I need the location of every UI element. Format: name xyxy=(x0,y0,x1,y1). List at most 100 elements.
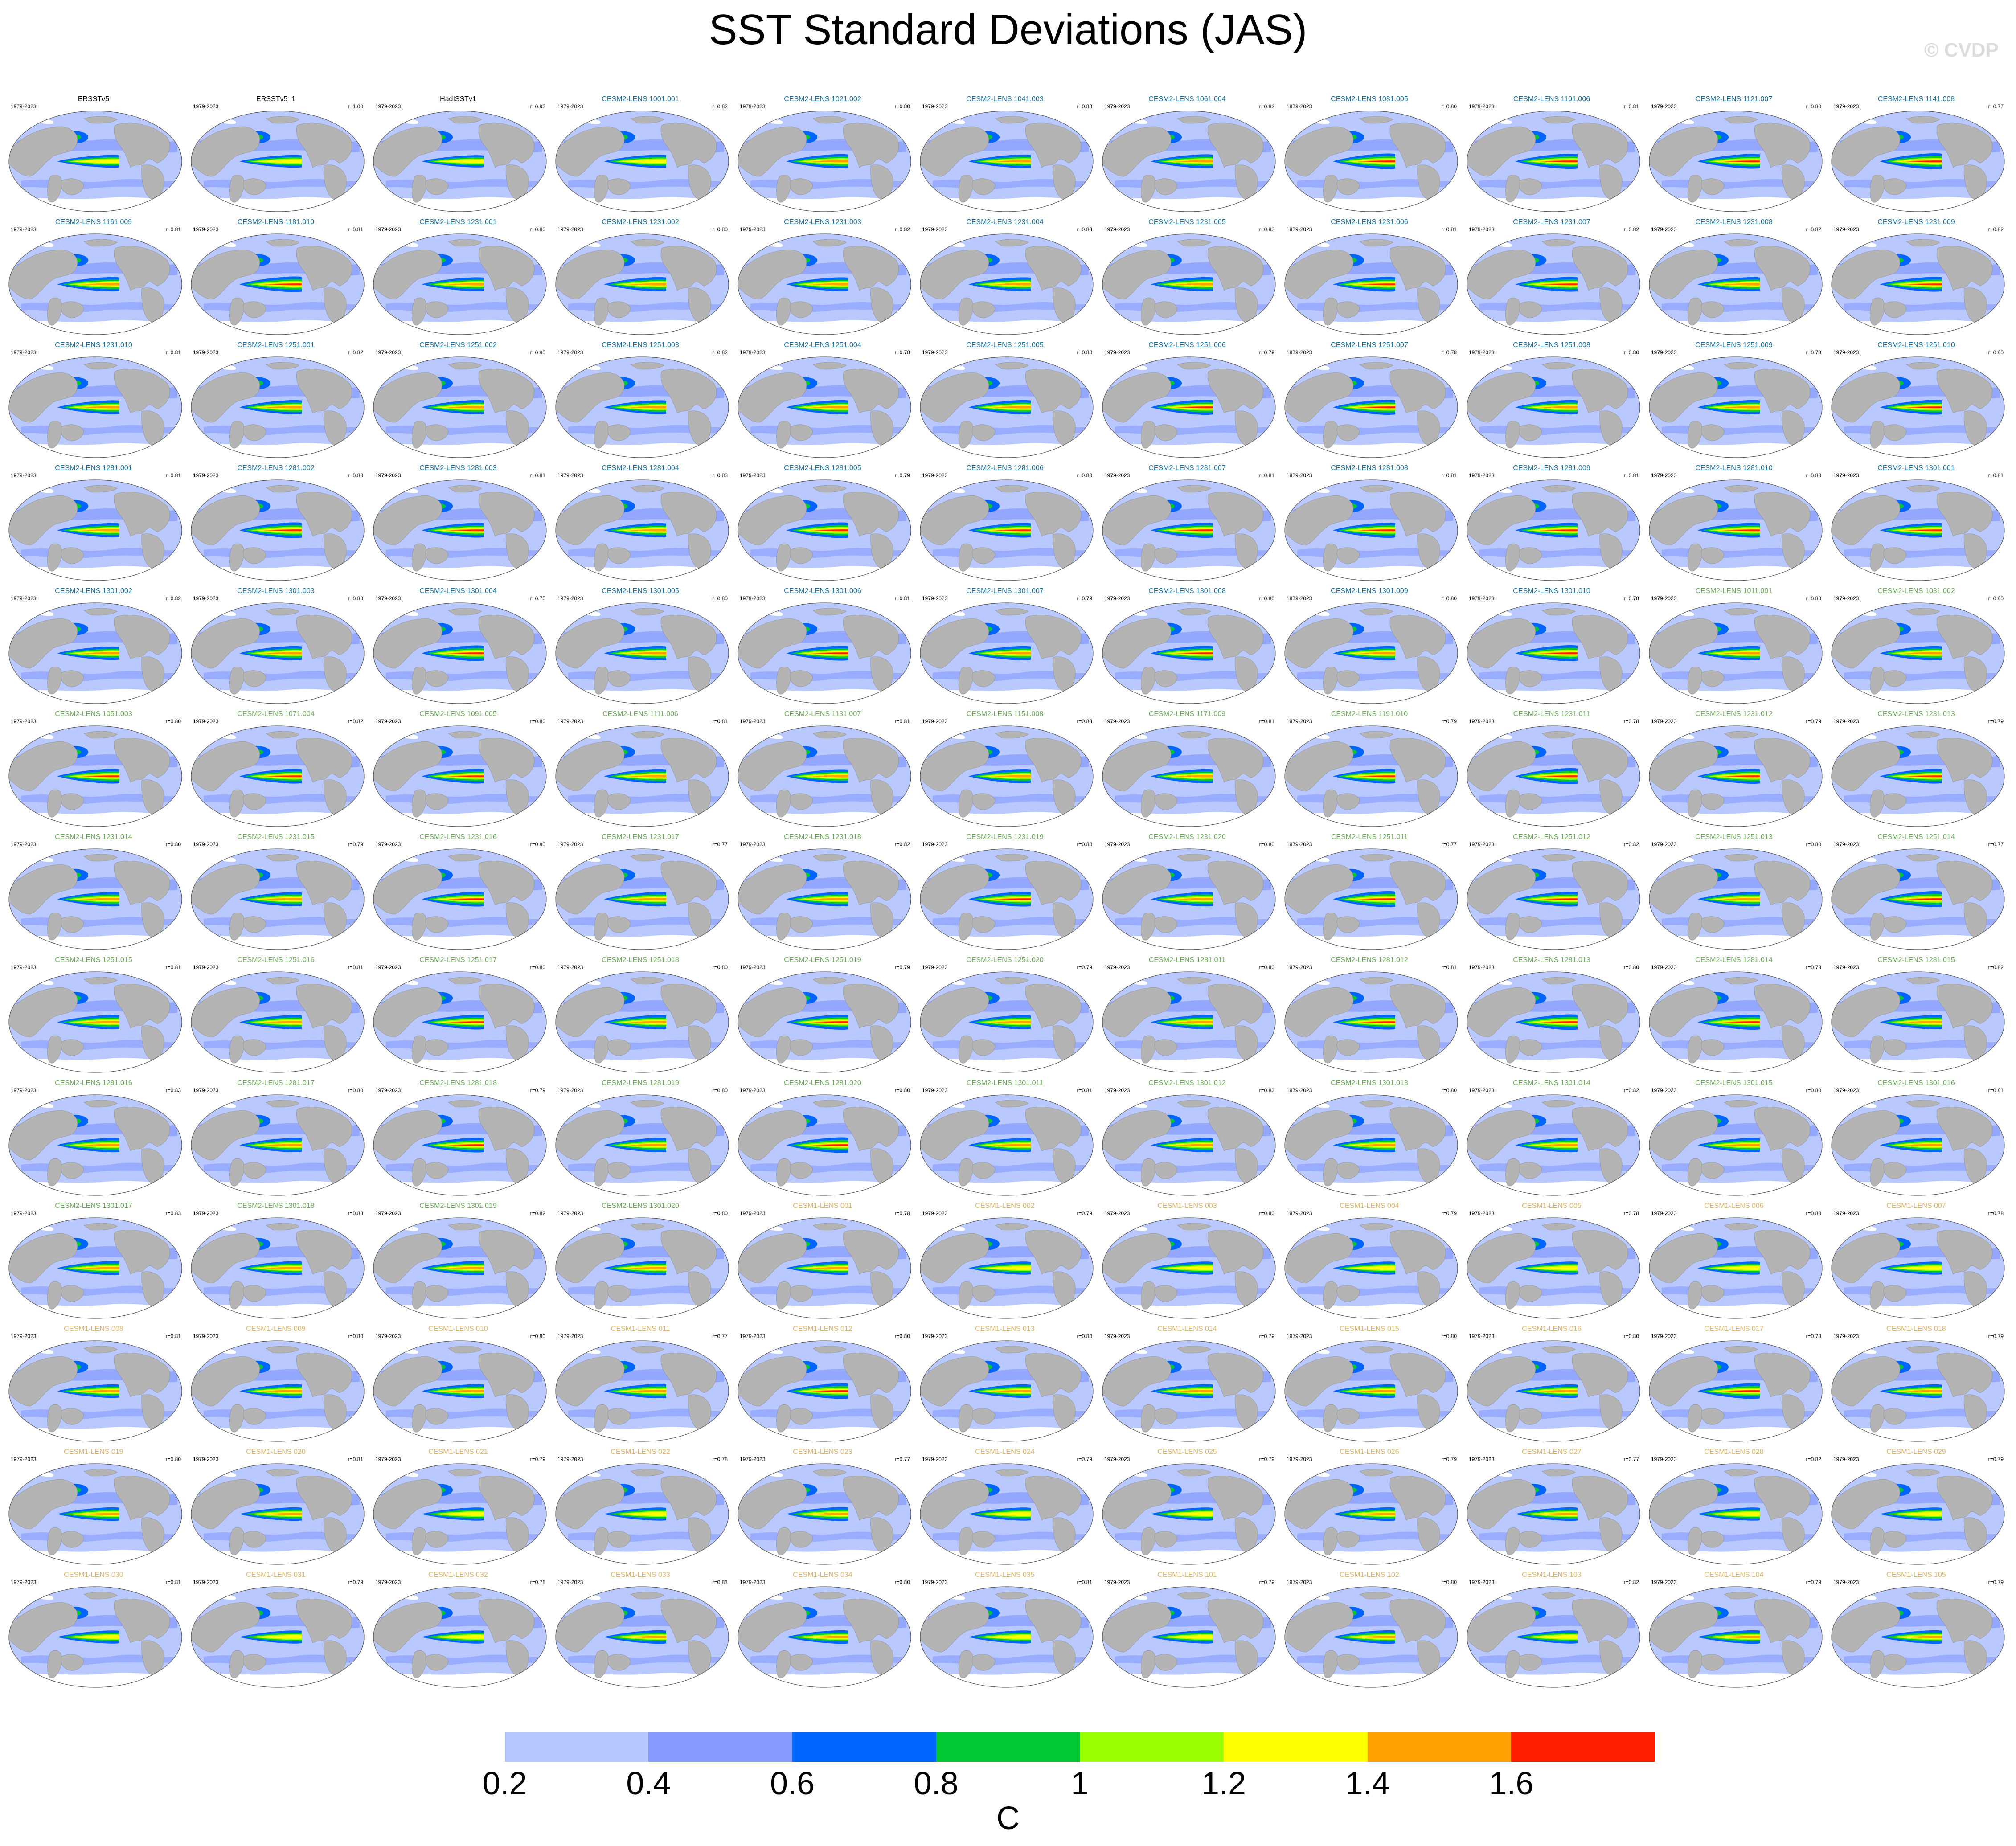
panel-years: 1979-2023 xyxy=(1104,103,1130,110)
continent xyxy=(114,984,170,1029)
panel-years: 1979-2023 xyxy=(11,349,37,356)
southern-ocean-low-variance xyxy=(920,197,1093,212)
continent xyxy=(1724,608,1758,616)
continent xyxy=(1359,608,1393,616)
enso-tongue-contour xyxy=(266,775,302,777)
panel-years: 1979-2023 xyxy=(740,103,766,110)
continent xyxy=(1505,543,1520,572)
panel-name: CESM1-LENS 022 xyxy=(611,1448,670,1456)
continent xyxy=(1870,543,1885,572)
map-panel: 1979-2023 CESM2-LENS 1301.007 r=0.79 xyxy=(916,585,1094,708)
panel-pattern-correlation: r=0.82 xyxy=(1623,1087,1639,1093)
continent xyxy=(1389,492,1446,537)
continent xyxy=(995,1100,1029,1108)
colorbar-box xyxy=(504,1732,649,1762)
southern-ocean-low-variance xyxy=(1649,197,1822,212)
panel-years: 1979-2023 xyxy=(375,103,401,110)
enso-tongue-contour xyxy=(78,406,119,409)
sst-map xyxy=(373,602,547,704)
enso-tongue-contour xyxy=(813,529,848,531)
panel-pattern-correlation: r=0.78 xyxy=(1441,349,1457,356)
continent xyxy=(296,492,352,537)
enso-tongue-contour xyxy=(1724,529,1760,531)
southern-ocean-low-variance xyxy=(9,935,182,950)
panel-years: 1979-2023 xyxy=(11,472,37,479)
globe-outline xyxy=(920,602,1094,704)
panel-years: 1979-2023 xyxy=(375,349,401,356)
continent xyxy=(1207,1107,1264,1152)
southern-ocean-low-variance xyxy=(556,1673,729,1687)
panel-years: 1979-2023 xyxy=(375,964,401,970)
map-panel: 1979-2023 CESM2-LENS 1301.008 r=0.80 xyxy=(1098,585,1276,708)
southern-ocean-low-variance xyxy=(556,1058,729,1072)
panel-name: CESM2-LENS 1281.018 xyxy=(419,1079,497,1087)
map-panel: 1979-2023 ERSSTv5 xyxy=(4,94,183,216)
map-panel: 1979-2023 CESM1-LENS 101 r=0.79 xyxy=(1098,1569,1276,1692)
continent xyxy=(1177,362,1211,370)
continent xyxy=(47,543,62,572)
continent xyxy=(61,793,84,810)
southern-ocean-low-variance xyxy=(1649,443,1822,458)
continent xyxy=(1102,864,1172,915)
panel-name: CESM2-LENS 1231.020 xyxy=(1148,833,1226,841)
sst-map xyxy=(555,971,729,1073)
panel-years: 1979-2023 xyxy=(1287,964,1312,970)
colorbar-box xyxy=(1080,1732,1224,1762)
continent xyxy=(1701,424,1725,441)
panel-name: CESM2-LENS 1301.013 xyxy=(1331,1079,1408,1087)
continent xyxy=(373,741,443,792)
globe-outline xyxy=(1649,233,1823,335)
continent xyxy=(229,1035,245,1064)
continent xyxy=(1177,731,1211,739)
panel-years: 1979-2023 xyxy=(1287,1087,1312,1093)
panel-pattern-correlation: r=0.81 xyxy=(165,964,181,970)
map-panel: 1979-2023 CESM1-LENS 004 r=0.79 xyxy=(1280,1200,1459,1323)
continent xyxy=(114,492,170,537)
continent xyxy=(607,1039,631,1056)
panel-name: CESM2-LENS 1251.011 xyxy=(1331,833,1408,841)
southern-ocean-low-variance xyxy=(191,689,364,704)
panel-years: 1979-2023 xyxy=(375,718,401,724)
panel-pattern-correlation: r=0.80 xyxy=(1806,472,1821,479)
sst-map xyxy=(1284,725,1458,827)
panel-name: CESM1-LENS 008 xyxy=(64,1325,123,1333)
sst-map xyxy=(1467,1094,1640,1196)
continent xyxy=(1102,126,1172,177)
map-panel: 1979-2023 CESM2-LENS 1251.019 r=0.79 xyxy=(733,954,912,1077)
globe-outline xyxy=(373,1094,547,1196)
panel-years: 1979-2023 xyxy=(922,226,948,233)
globe-outline xyxy=(1467,356,1640,458)
continent xyxy=(1025,1107,1082,1152)
map-panel: 1979-2023 CESM2-LENS 1231.006 r=0.81 xyxy=(1280,217,1459,339)
continent xyxy=(9,741,78,792)
panel-years: 1979-2023 xyxy=(1287,1456,1312,1462)
continent xyxy=(1505,912,1520,941)
southern-ocean-low-variance xyxy=(1832,320,2004,335)
continent xyxy=(1025,615,1082,660)
continent xyxy=(478,738,535,783)
continent xyxy=(843,615,899,660)
continent xyxy=(1519,547,1542,564)
sst-map xyxy=(8,479,182,581)
panel-years: 1979-2023 xyxy=(1833,226,1859,233)
sst-map xyxy=(555,1463,729,1565)
globe-outline xyxy=(373,233,547,335)
panel-pattern-correlation: r=0.81 xyxy=(1259,472,1274,479)
enso-tongue-contour xyxy=(261,406,302,409)
continent xyxy=(61,916,84,933)
panel-name: CESM1-LENS 021 xyxy=(428,1448,488,1456)
continent xyxy=(9,249,78,300)
globe-outline xyxy=(920,848,1094,950)
southern-ocean-low-variance xyxy=(191,443,364,458)
panel-years: 1979-2023 xyxy=(11,718,37,724)
enso-tongue-contour xyxy=(266,529,302,531)
continent xyxy=(972,424,996,441)
panel-years: 1979-2023 xyxy=(740,1333,766,1339)
continent xyxy=(1541,731,1576,739)
panel-name: CESM1-LENS 024 xyxy=(975,1448,1035,1456)
southern-ocean-low-variance xyxy=(9,197,182,212)
continent xyxy=(412,543,427,572)
continent xyxy=(1141,912,1156,941)
southern-ocean-low-variance xyxy=(1649,1550,1822,1564)
globe-outline xyxy=(1284,725,1458,827)
